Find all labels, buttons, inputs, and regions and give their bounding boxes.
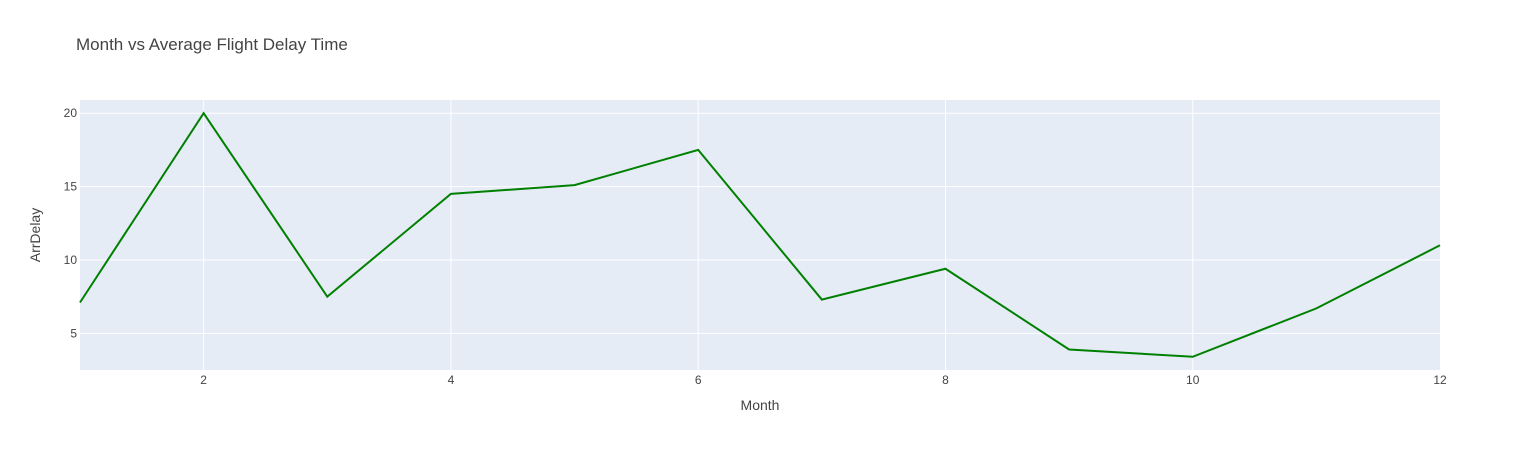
y-tick-label: 10 bbox=[64, 253, 78, 267]
y-tick-label: 5 bbox=[70, 326, 77, 340]
x-tick-label: 8 bbox=[942, 373, 949, 387]
x-tick-label: 10 bbox=[1186, 373, 1200, 387]
x-tick-label: 2 bbox=[200, 373, 207, 387]
plot-area bbox=[80, 100, 1440, 370]
x-tick-label: 4 bbox=[448, 373, 455, 387]
y-gridlines bbox=[80, 112, 1440, 334]
y-axis-label: ArrDelay bbox=[27, 208, 43, 262]
chart-title: Month vs Average Flight Delay Time bbox=[76, 35, 348, 54]
y-tick-label: 15 bbox=[64, 180, 78, 194]
x-axis-label: Month bbox=[741, 397, 780, 413]
y-tick-label: 20 bbox=[64, 106, 78, 120]
y-tick-labels: 5 10 15 20 bbox=[64, 106, 78, 340]
x-tick-label: 12 bbox=[1433, 373, 1447, 387]
x-gridlines bbox=[203, 100, 1194, 370]
series-line bbox=[79, 111, 1441, 358]
x-tick-labels: 2 4 6 8 10 12 bbox=[200, 373, 1447, 387]
x-tick-label: 6 bbox=[695, 373, 702, 387]
